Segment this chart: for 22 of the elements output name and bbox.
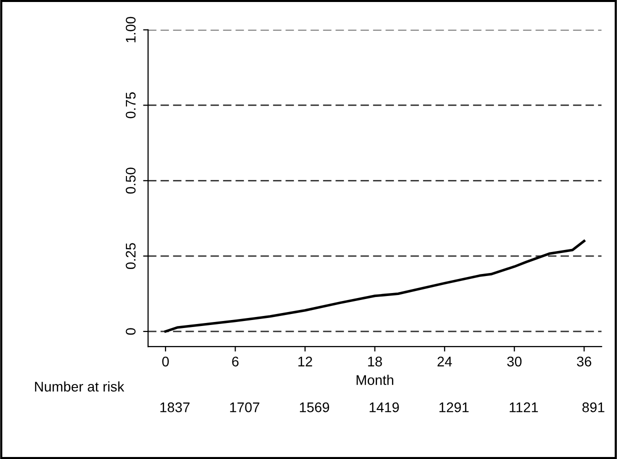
y-tick-label: 0 [126,328,136,335]
text: 1121 [510,402,538,412]
y-tick-label: 0.50 [126,168,136,194]
text: Number at risk [35,381,124,392]
text: 891 [582,402,604,412]
text: 1419 [370,402,399,412]
x-tick-label: 6 [232,356,239,366]
x-tick-label: 36 [576,356,592,366]
line-series [164,240,586,333]
x-axis-title: Month [356,374,394,385]
text: 1837 [160,402,190,412]
y-tick-label: 0.75 [126,92,136,118]
x-tick-label: 0 [162,356,169,366]
y-tick-label: 1.00 [126,16,136,42]
x-tick-label: 24 [438,356,452,366]
text: 1707 [230,402,260,412]
x-tick-label: 18 [368,356,382,366]
y-tick-label: 0.25 [126,243,136,270]
x-tick-label: 12 [298,356,312,366]
x-tick-label: 30 [507,356,522,366]
text: 1569 [300,402,330,412]
text: 1291 [439,402,469,412]
